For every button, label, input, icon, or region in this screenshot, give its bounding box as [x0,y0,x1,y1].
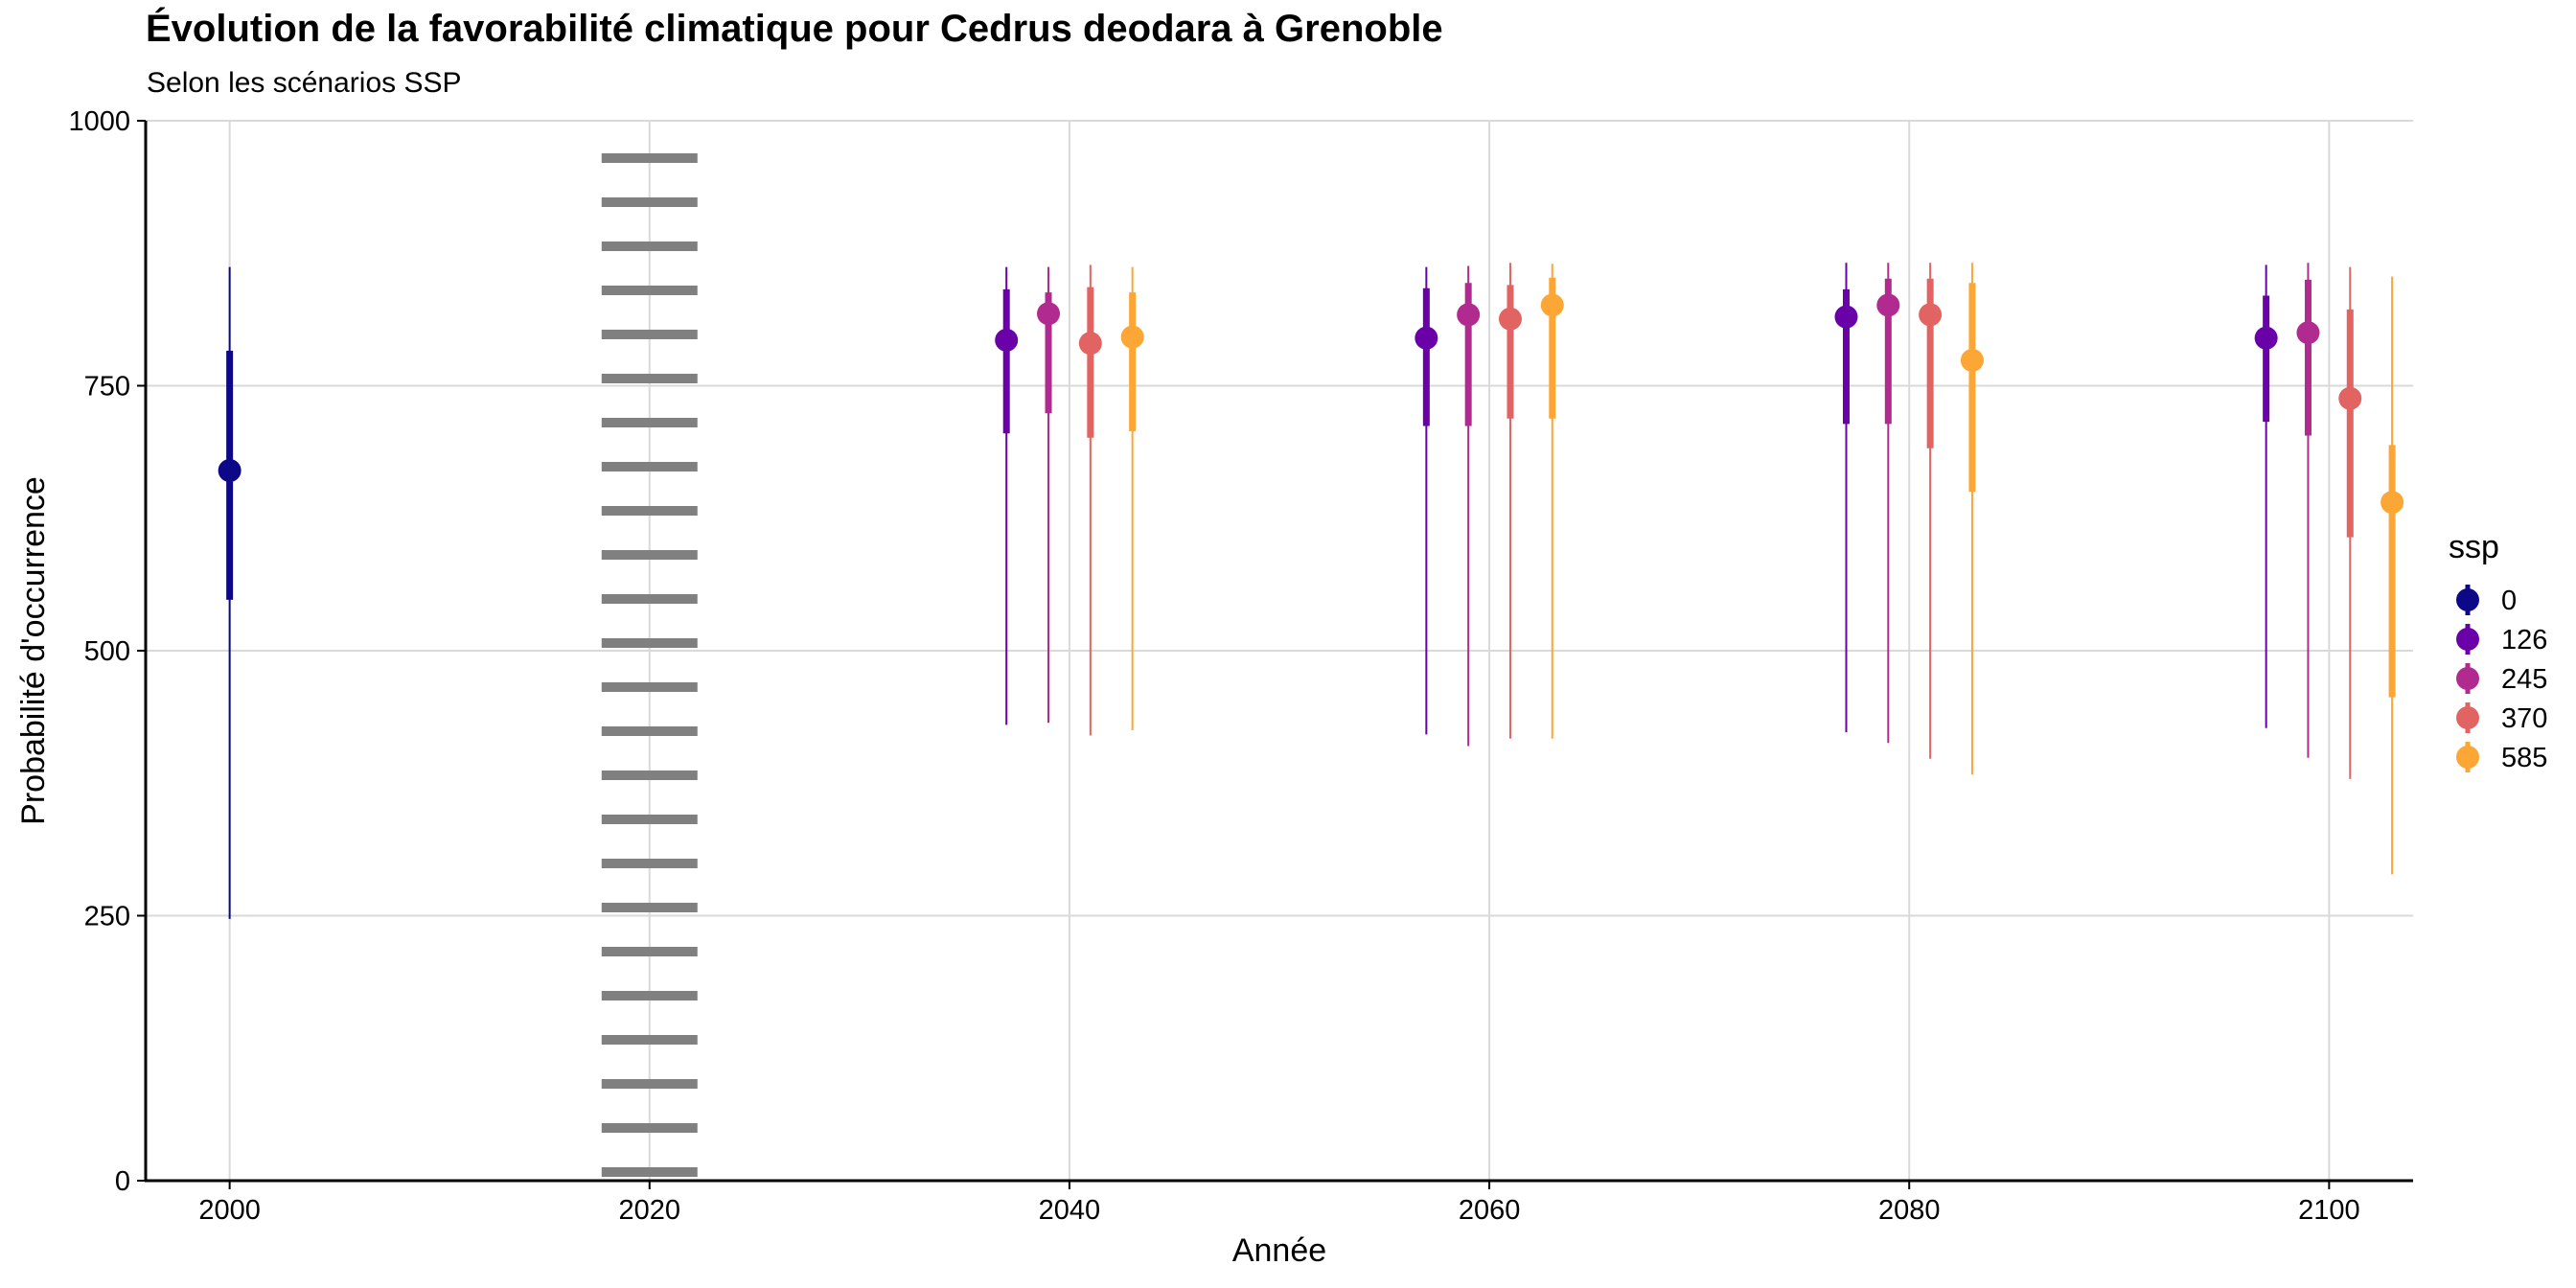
y-tick-label: 250 [84,902,130,932]
legend-label: 370 [2501,703,2547,734]
data-point [2380,491,2404,515]
data-point [1834,305,1858,329]
y-tick-label: 500 [84,636,130,667]
x-axis-title: Année [1232,1232,1326,1269]
data-point [1037,302,1061,326]
grid-layer [146,120,2413,1182]
data-point [1540,293,1564,317]
data-point [218,458,242,482]
data-point [2296,321,2320,345]
x-tick-label: 2040 [1039,1195,1101,1226]
x-tick-label: 2060 [1459,1195,1521,1226]
data-point [1120,325,1144,349]
data-point [2338,386,2362,410]
data-point [1498,307,1522,331]
data-point [1876,293,1900,317]
marks-layer [218,263,2404,919]
y-tick-label: 1000 [68,106,130,137]
legend-key-point [2456,746,2479,769]
x-tick-label: 2020 [619,1195,681,1226]
x-tick-label: 2100 [2298,1195,2360,1226]
data-point [1457,303,1481,327]
legend-key-point [2456,588,2479,611]
data-point [1919,303,1943,327]
legend-key-point [2456,628,2479,651]
data-point [1960,348,1984,372]
legend-title: ssp [2449,529,2499,565]
data-point [1414,326,1438,350]
data-point [995,328,1019,352]
legend-key-point [2456,667,2479,690]
legend-label: 585 [2501,743,2547,773]
data-point [1078,332,1102,356]
y-tick-label: 0 [115,1166,130,1197]
legend-label: 0 [2501,586,2517,616]
chart-subtitle: Selon les scénarios SSP [147,67,462,99]
axes-layer: 0 250 500 750 1000 2000 2020 2040 2060 2080 2100 An… [15,106,2413,1269]
legend-label: 245 [2501,664,2547,695]
y-axis-title: Probabilité d'occurrence [15,476,52,825]
data-point [2254,326,2278,350]
chart-title: Évolution de la favorabilité climatique … [146,8,1443,50]
x-tick-label: 2000 [198,1195,261,1226]
x-tick-label: 2080 [1878,1195,1941,1226]
y-tick-label: 750 [84,372,130,402]
legend-label: 126 [2501,625,2547,656]
legend-key-point [2456,706,2479,729]
